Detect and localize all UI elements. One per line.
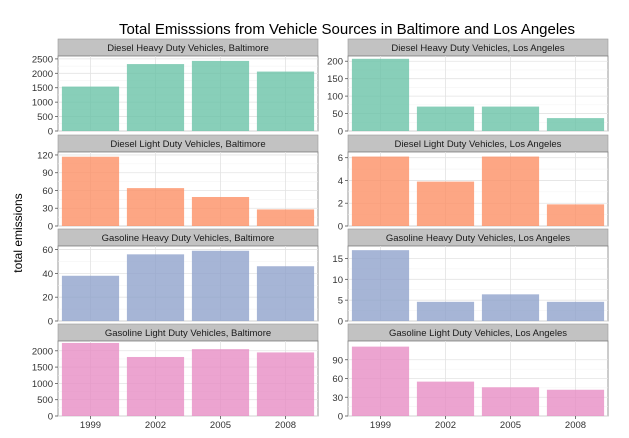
y-tick-label: 90: [42, 168, 53, 179]
bar-2002: [416, 181, 475, 226]
x-tick-label: 2002: [145, 420, 166, 431]
panel: Diesel Heavy Duty Vehicles, Los Angeles 0…: [327, 38, 609, 138]
bar-2002: [416, 106, 475, 131]
y-tick-label: 2: [338, 199, 343, 210]
bar-1999: [61, 156, 120, 226]
facet-strip-label: Diesel Heavy Duty Vehicles, Los Angeles: [391, 43, 564, 54]
y-axis-label: total emissions: [11, 193, 25, 272]
y-tick-label: 2000: [32, 346, 53, 357]
bar-2005: [191, 250, 250, 321]
x-tick-label: 2008: [565, 420, 586, 431]
panel: Gasoline Heavy Duty Vehicles, Baltimore 0…: [42, 228, 319, 328]
y-tick-label: 40: [42, 269, 53, 280]
panel: Gasoline Light Duty Vehicles, Los Angele…: [332, 323, 609, 431]
bar-2002: [126, 254, 185, 321]
bar-2005: [191, 349, 250, 416]
chart-panels: Diesel Heavy Duty Vehicles, Baltimore050…: [32, 38, 609, 431]
y-tick-label: 500: [37, 112, 53, 123]
bar-2008: [256, 352, 315, 416]
bar-2005: [481, 156, 540, 226]
y-tick-label: 100: [327, 92, 343, 103]
y-tick-label: 0: [48, 127, 53, 138]
y-tick-label: 0: [338, 222, 343, 233]
bar-2005: [481, 106, 540, 131]
y-tick-label: 0: [48, 222, 53, 233]
bar-1999: [61, 342, 120, 416]
bar-2008: [256, 71, 315, 131]
x-tick-label: 1999: [370, 420, 391, 431]
y-tick-label: 50: [332, 109, 343, 120]
bar-2002: [416, 381, 475, 416]
y-tick-label: 60: [42, 245, 53, 256]
y-tick-label: 5: [338, 296, 343, 307]
y-tick-label: 0: [338, 317, 343, 328]
facet-strip-label: Gasoline Heavy Duty Vehicles, Baltimore: [102, 233, 275, 244]
bar-2005: [481, 387, 540, 416]
bar-2005: [481, 294, 540, 321]
y-tick-label: 60: [332, 374, 343, 385]
y-tick-label: 150: [327, 74, 343, 85]
bar-1999: [351, 58, 410, 132]
panel: Diesel Heavy Duty Vehicles, Baltimore 0 50…: [32, 38, 319, 138]
panel: Diesel Light Duty Vehicles, Baltimore 0 30…: [37, 134, 319, 233]
bar-2008: [546, 204, 605, 226]
y-tick-label: 1500: [32, 363, 53, 374]
bar-2005: [191, 60, 250, 131]
bar-2008: [256, 209, 315, 226]
y-tick-label: 0: [48, 317, 53, 328]
y-tick-label: 2000: [32, 69, 53, 80]
y-tick-label: 0: [338, 412, 343, 423]
bar-1999: [61, 86, 120, 131]
y-tick-label: 0: [338, 127, 343, 138]
y-tick-label: 1500: [32, 83, 53, 94]
bar-1999: [351, 250, 410, 321]
bar-2002: [126, 64, 185, 131]
y-tick-label: 2500: [32, 54, 53, 65]
y-tick-label: 0: [48, 412, 53, 423]
bar-2002: [126, 356, 185, 416]
bar-2008: [256, 266, 315, 321]
bar-1999: [351, 156, 410, 226]
y-tick-label: 4: [338, 176, 343, 187]
bar-2008: [546, 118, 605, 131]
facet-strip-label: Gasoline Light Duty Vehicles, Baltimore: [105, 328, 271, 339]
bar-2008: [546, 389, 605, 416]
bar-2005: [191, 196, 250, 226]
bar-2008: [546, 301, 605, 321]
y-tick-label: 90: [332, 355, 343, 366]
facet-strip-label: Gasoline Heavy Duty Vehicles, Los Angele…: [386, 233, 571, 244]
x-tick-label: 1999: [80, 420, 101, 431]
facet-strip-label: Diesel Light Duty Vehicles, Baltimore: [110, 139, 265, 150]
chart-title: Total Emisssions from Vehicle Sources in…: [119, 21, 575, 38]
bar-2002: [416, 301, 475, 321]
x-tick-label: 2005: [210, 420, 231, 431]
bar-1999: [351, 346, 410, 416]
y-tick-label: 15: [332, 254, 343, 265]
y-tick-label: 60: [42, 186, 53, 197]
y-tick-label: 200: [327, 57, 343, 68]
facet-strip-label: Diesel Light Duty Vehicles, Los Angeles: [395, 139, 562, 150]
y-tick-label: 120: [37, 150, 53, 161]
facet-strip-label: Diesel Heavy Duty Vehicles, Baltimore: [107, 43, 269, 54]
panel: Gasoline Light Duty Vehicles, Baltimore 0…: [32, 323, 319, 431]
bar-2002: [126, 188, 185, 226]
x-tick-label: 2005: [500, 420, 521, 431]
y-tick-label: 1000: [32, 98, 53, 109]
x-tick-label: 2002: [435, 420, 456, 431]
y-tick-label: 30: [332, 393, 343, 404]
bar-1999: [61, 275, 120, 321]
y-tick-label: 30: [42, 204, 53, 215]
y-tick-label: 6: [338, 153, 343, 164]
y-tick-label: 1000: [32, 379, 53, 390]
panel: Gasoline Heavy Duty Vehicles, Los Angele…: [332, 228, 609, 328]
y-tick-label: 500: [37, 395, 53, 406]
facet-strip-label: Gasoline Light Duty Vehicles, Los Angele…: [389, 328, 567, 339]
x-tick-label: 2008: [275, 420, 296, 431]
panel: Diesel Light Duty Vehicles, Los Angeles 0…: [338, 134, 609, 233]
y-tick-label: 20: [42, 293, 53, 304]
y-tick-label: 10: [332, 275, 343, 286]
